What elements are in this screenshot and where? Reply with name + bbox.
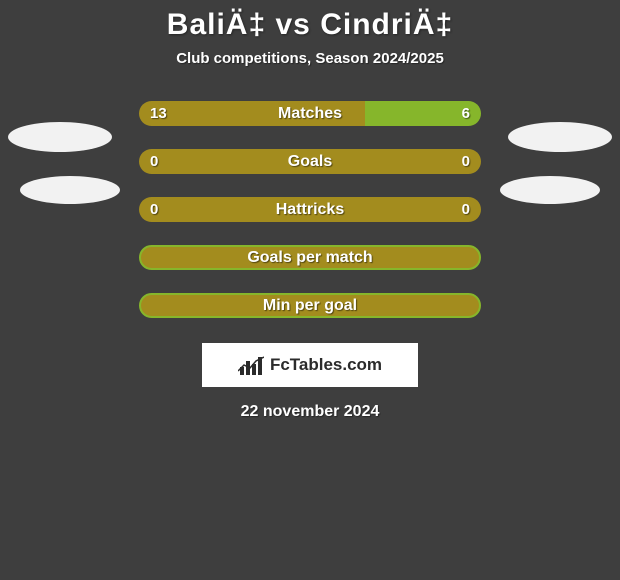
decorative-oval [508, 122, 612, 152]
logo: FcTables.com [238, 355, 382, 375]
stat-bar-left [139, 197, 481, 222]
page-title: BaliÄ‡ vs CindriÄ‡ [0, 0, 620, 42]
stat-bar-left [139, 101, 365, 126]
stat-value-left: 0 [150, 149, 158, 174]
stat-bar [139, 245, 481, 270]
barchart-icon [238, 355, 264, 375]
stat-value-right: 0 [462, 197, 470, 222]
date-text: 22 november 2024 [0, 403, 620, 421]
stat-bar [139, 293, 481, 318]
logo-text: FcTables.com [270, 355, 382, 375]
page-subtitle: Club competitions, Season 2024/2025 [0, 50, 620, 67]
decorative-oval [500, 176, 600, 204]
logo-box: FcTables.com [202, 343, 418, 387]
stat-value-right: 0 [462, 149, 470, 174]
stat-row: Min per goal [0, 293, 620, 318]
stat-row: Goals per match [0, 245, 620, 270]
stat-value-right: 6 [462, 101, 470, 126]
stat-bar [139, 197, 481, 222]
decorative-oval [20, 176, 120, 204]
decorative-oval [8, 122, 112, 152]
stat-row: Goals00 [0, 149, 620, 174]
stat-bar-left [139, 149, 481, 174]
stat-row: Matches136 [0, 101, 620, 126]
stat-bar [139, 101, 481, 126]
stat-value-left: 13 [150, 101, 167, 126]
stat-value-left: 0 [150, 197, 158, 222]
stat-bar [139, 149, 481, 174]
